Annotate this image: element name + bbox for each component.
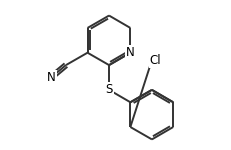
Text: N: N: [126, 46, 135, 59]
Text: N: N: [47, 71, 55, 84]
Text: S: S: [105, 83, 113, 96]
Text: Cl: Cl: [150, 54, 161, 67]
